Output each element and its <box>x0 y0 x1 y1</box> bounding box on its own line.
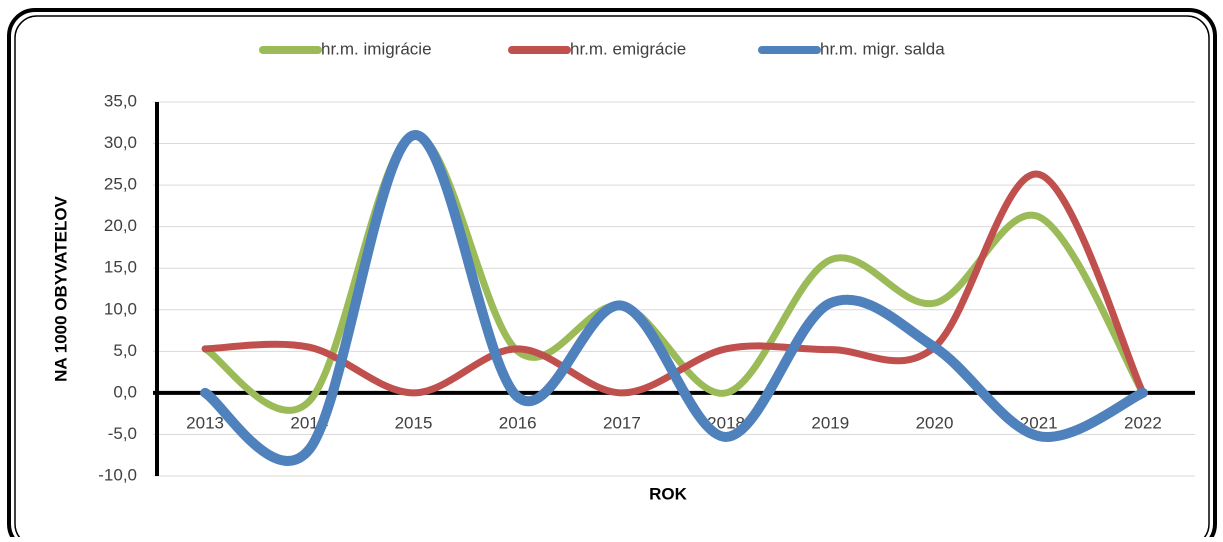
x-tick-label: 2015 <box>395 413 433 432</box>
y-tick-label: 15,0 <box>104 258 137 277</box>
legend-label: hr.m. imigrácie <box>321 39 432 58</box>
chart-border <box>7 8 1217 542</box>
x-tick-label: 2016 <box>499 413 537 432</box>
y-tick-label: 25,0 <box>104 175 137 194</box>
y-tick-label: 0,0 <box>113 382 137 401</box>
x-tick-label: 2017 <box>603 413 641 432</box>
y-tick-label: 10,0 <box>104 299 137 318</box>
x-tick-label: 2019 <box>811 413 849 432</box>
x-tick-label: 2013 <box>186 413 224 432</box>
y-tick-label: -5,0 <box>108 424 137 443</box>
legend-label: hr.m. emigrácie <box>570 39 686 58</box>
chart-border-inner <box>14 15 1210 542</box>
legend-label: hr.m. migr. salda <box>820 39 945 58</box>
y-tick-label: 35,0 <box>104 91 137 110</box>
x-tick-label: 2020 <box>916 413 954 432</box>
y-tick-label: 5,0 <box>113 341 137 360</box>
y-tick-label: 20,0 <box>104 216 137 235</box>
x-tick-label: 2018 <box>707 413 745 432</box>
y-tick-label: -10,0 <box>98 465 137 484</box>
x-tick-label: 2022 <box>1124 413 1162 432</box>
x-axis-title: ROK <box>649 484 688 503</box>
series-line <box>200 130 1148 466</box>
y-tick-label: 30,0 <box>104 133 137 152</box>
y-axis-title: NA 1000 OBYVATEĽOV <box>51 195 70 381</box>
series-line <box>201 170 1147 397</box>
